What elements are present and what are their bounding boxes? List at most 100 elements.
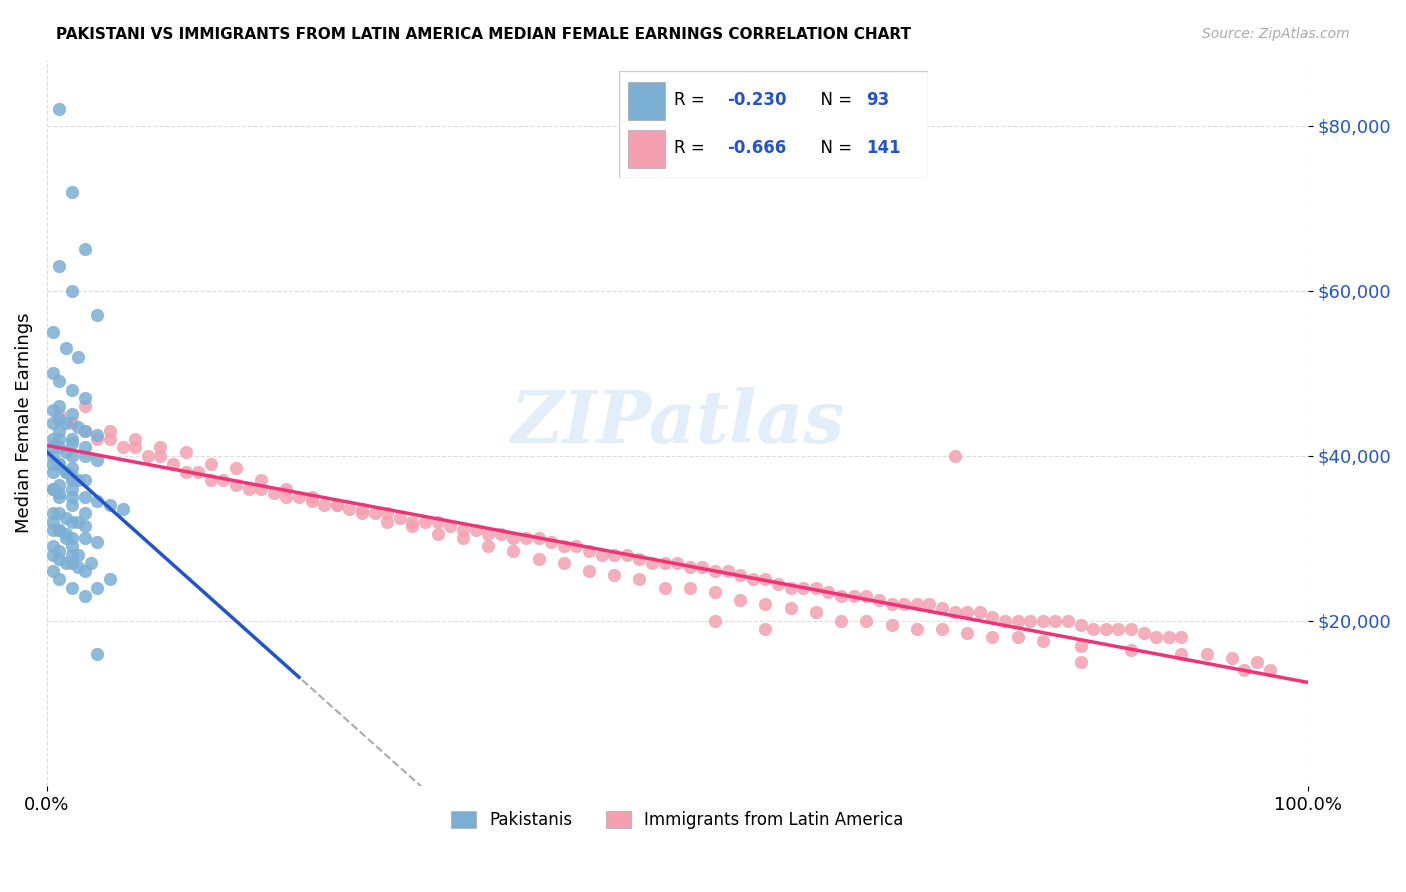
FancyBboxPatch shape <box>619 71 928 178</box>
Point <box>288 490 311 504</box>
Point <box>817 585 839 599</box>
Point <box>276 490 298 504</box>
Point <box>67 350 90 364</box>
Point <box>301 490 323 504</box>
Point <box>48 408 70 422</box>
Point <box>124 441 146 455</box>
Point <box>704 585 727 599</box>
Point <box>48 457 70 471</box>
Point <box>73 490 96 504</box>
Point <box>60 383 83 397</box>
Point <box>48 424 70 438</box>
Point <box>956 626 979 640</box>
Point <box>931 601 953 615</box>
Point <box>67 474 90 488</box>
Point <box>603 568 626 582</box>
Point <box>1032 634 1054 648</box>
Point <box>326 498 349 512</box>
Point <box>42 416 65 430</box>
Point <box>60 408 83 422</box>
FancyBboxPatch shape <box>628 130 665 168</box>
Point <box>754 622 776 636</box>
Point <box>1032 614 1054 628</box>
Point <box>42 515 65 529</box>
Point <box>401 515 423 529</box>
Point <box>48 411 70 425</box>
Point <box>766 576 789 591</box>
Point <box>42 465 65 479</box>
Point <box>73 589 96 603</box>
Point <box>60 436 83 450</box>
Point <box>830 614 852 628</box>
Point <box>1144 630 1167 644</box>
Point <box>73 441 96 455</box>
Point <box>352 507 374 521</box>
Point <box>42 449 65 463</box>
Point <box>301 494 323 508</box>
Point <box>565 540 588 554</box>
Point <box>489 527 512 541</box>
Point <box>67 548 90 562</box>
Point <box>451 531 474 545</box>
Point <box>741 573 763 587</box>
Point <box>515 531 537 545</box>
Point <box>943 449 966 463</box>
Point <box>1070 655 1092 669</box>
Point <box>86 432 108 446</box>
Point <box>55 527 77 541</box>
Point <box>868 593 890 607</box>
Point <box>80 556 103 570</box>
Point <box>86 494 108 508</box>
Point <box>60 461 83 475</box>
Point <box>426 527 449 541</box>
Point <box>42 366 65 380</box>
Point <box>1095 622 1118 636</box>
Point <box>98 498 121 512</box>
Point <box>540 535 562 549</box>
Point <box>42 482 65 496</box>
Point <box>48 490 70 504</box>
Point <box>149 449 172 463</box>
Point <box>73 399 96 413</box>
Point <box>263 486 285 500</box>
Text: PAKISTANI VS IMMIGRANTS FROM LATIN AMERICA MEDIAN FEMALE EARNINGS CORRELATION CH: PAKISTANI VS IMMIGRANTS FROM LATIN AMERI… <box>56 27 911 42</box>
Point <box>754 573 776 587</box>
Point <box>60 474 83 488</box>
Point <box>60 548 83 562</box>
Point <box>477 527 499 541</box>
Point <box>73 391 96 405</box>
Point <box>956 606 979 620</box>
Point <box>73 564 96 578</box>
Point <box>60 449 83 463</box>
Point <box>477 540 499 554</box>
Point <box>804 606 827 620</box>
Point <box>1195 647 1218 661</box>
Point <box>779 581 801 595</box>
Point <box>42 403 65 417</box>
Point <box>42 523 65 537</box>
Point <box>1170 647 1192 661</box>
Point <box>905 597 928 611</box>
Point <box>679 581 702 595</box>
Point <box>855 614 877 628</box>
Point <box>60 432 83 446</box>
Text: N =: N = <box>810 91 858 109</box>
Point <box>55 531 77 545</box>
Point <box>73 243 96 257</box>
Point <box>464 523 486 537</box>
Point <box>1157 630 1180 644</box>
Point <box>981 609 1004 624</box>
Text: -0.230: -0.230 <box>727 91 786 109</box>
Point <box>60 185 83 199</box>
Point <box>48 523 70 537</box>
Point <box>527 552 550 566</box>
Point <box>502 531 524 545</box>
Point <box>754 597 776 611</box>
Point <box>250 482 273 496</box>
Point <box>86 428 108 442</box>
Point <box>60 482 83 496</box>
Point <box>692 560 714 574</box>
Point <box>779 601 801 615</box>
Point <box>73 424 96 438</box>
Point <box>1132 626 1154 640</box>
